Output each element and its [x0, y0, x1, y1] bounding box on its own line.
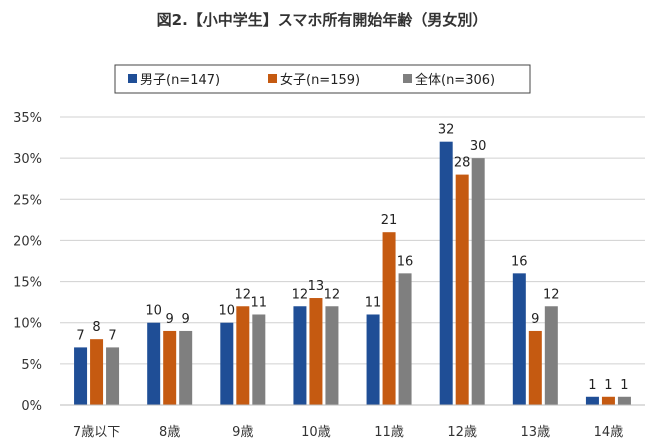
x-tick-label: 13歳 — [521, 425, 551, 440]
bar — [398, 273, 412, 405]
data-label: 12 — [543, 287, 560, 302]
x-tick-label: 10歳 — [301, 425, 331, 440]
bar — [617, 396, 631, 405]
data-label: 9 — [531, 312, 539, 327]
data-label: 10 — [145, 304, 162, 319]
data-label: 7 — [76, 328, 84, 343]
bar — [293, 306, 307, 405]
data-label: 12 — [235, 287, 252, 302]
x-tick-label: 9歳 — [232, 425, 253, 440]
data-label: 28 — [454, 156, 471, 171]
y-tick-label: 5% — [21, 358, 42, 373]
data-label: 16 — [397, 254, 414, 269]
bar — [106, 347, 120, 405]
x-tick-label: 7歳以下 — [73, 425, 120, 440]
bar — [471, 158, 485, 405]
bar-group: 10 9 9 — [145, 304, 193, 405]
y-tick-label: 0% — [21, 399, 42, 414]
y-tick-label: 10% — [13, 317, 42, 332]
bar — [455, 174, 469, 405]
legend-swatch — [403, 74, 412, 83]
legend: 男子(n=147) 女子(n=159) 全体(n=306) — [114, 64, 531, 94]
bar — [163, 330, 177, 405]
y-axis: 0% 5% 10% 15% 20% 25% 30% 35% — [13, 111, 42, 414]
bar — [309, 298, 323, 405]
data-label: 1 — [588, 378, 596, 393]
x-tick-label: 12歳 — [447, 425, 477, 440]
data-label: 9 — [182, 312, 190, 327]
chart-title: 図2.【小中学生】スマホ所有開始年齢（男女別） — [157, 11, 488, 29]
bar — [147, 322, 161, 405]
bar — [236, 306, 250, 405]
data-label: 11 — [251, 295, 268, 310]
bar — [601, 396, 615, 405]
bar — [382, 232, 396, 405]
data-label: 1 — [620, 378, 628, 393]
data-label: 13 — [308, 279, 325, 294]
bar — [325, 306, 339, 405]
data-label: 12 — [292, 287, 309, 302]
y-tick-label: 30% — [13, 152, 42, 167]
legend-swatch — [128, 74, 137, 83]
data-label: 9 — [166, 312, 174, 327]
x-tick-label: 14歳 — [594, 425, 624, 440]
bar — [439, 141, 453, 405]
legend-swatch — [268, 74, 277, 83]
data-label: 12 — [324, 287, 341, 302]
bar-group: 16 9 12 — [511, 254, 560, 405]
bar-group: 787 — [74, 320, 120, 405]
y-tick-label: 15% — [13, 276, 42, 291]
legend-label: 全体(n=306) — [415, 72, 495, 88]
x-axis: 7歳以下 8歳 9歳 10歳 11歳 12歳 13歳 14歳 — [60, 404, 645, 440]
bar-group: 32 28 30 — [438, 123, 487, 405]
x-tick-label: 8歳 — [159, 425, 180, 440]
data-label: 21 — [381, 213, 398, 228]
data-label: 1 — [604, 378, 612, 393]
bar — [90, 339, 104, 405]
bar — [512, 273, 526, 405]
bar — [528, 330, 542, 405]
x-tick-label: 11歳 — [374, 425, 404, 440]
bar — [366, 314, 380, 405]
legend-label: 男子(n=147) — [140, 73, 220, 88]
data-label: 32 — [438, 123, 455, 138]
y-tick-label: 20% — [13, 234, 42, 249]
bar — [220, 322, 234, 405]
data-label: 10 — [219, 304, 236, 319]
bar — [74, 347, 88, 405]
legend-label: 女子(n=159) — [280, 72, 360, 88]
y-tick-label: 25% — [13, 193, 42, 208]
bar — [585, 396, 599, 405]
data-label: 7 — [108, 328, 116, 343]
data-label: 8 — [92, 320, 100, 335]
bar — [252, 314, 266, 405]
data-label: 16 — [511, 254, 528, 269]
data-label: 11 — [365, 295, 382, 310]
y-tick-label: 35% — [13, 111, 42, 126]
legend-box — [114, 64, 531, 94]
bar — [544, 306, 558, 405]
data-label: 30 — [470, 139, 487, 154]
bar — [179, 330, 193, 405]
bar-group: 11 21 16 — [365, 213, 414, 405]
